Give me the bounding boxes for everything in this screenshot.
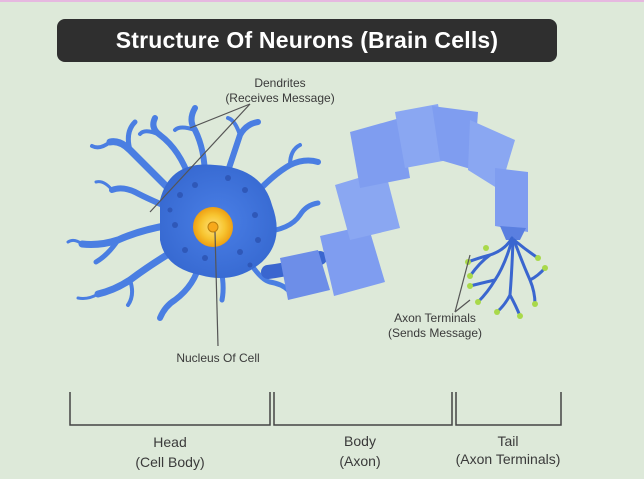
cell-body-texture	[167, 175, 261, 268]
section-head-label: Head	[153, 434, 186, 450]
section-body-label: Body	[344, 433, 376, 449]
dendrites-sub-label: (Receives Message)	[225, 91, 334, 105]
section-body-sub-label: (Axon)	[339, 453, 380, 469]
axon-terminals-label: Axon Terminals	[394, 311, 476, 325]
dendrites	[66, 105, 321, 321]
title-banner: Structure Of Neurons (Brain Cells)	[57, 19, 557, 62]
section-tail-sub-label: (Axon Terminals)	[456, 451, 561, 467]
leader-lines	[149, 103, 471, 347]
section-tail-label: Tail	[497, 433, 518, 449]
section-brackets	[69, 392, 562, 426]
axon-terminal-tips	[465, 245, 548, 319]
diagram-title: Structure Of Neurons (Brain Cells)	[115, 27, 499, 53]
dendrites-label: Dendrites	[254, 76, 305, 90]
nucleus-label: Nucleus Of Cell	[176, 351, 259, 365]
section-head-sub-label: (Cell Body)	[135, 454, 204, 470]
axon-terminals-sub-label: (Sends Message)	[388, 326, 482, 340]
axon	[261, 104, 528, 300]
top-accent-line	[0, 0, 644, 2]
